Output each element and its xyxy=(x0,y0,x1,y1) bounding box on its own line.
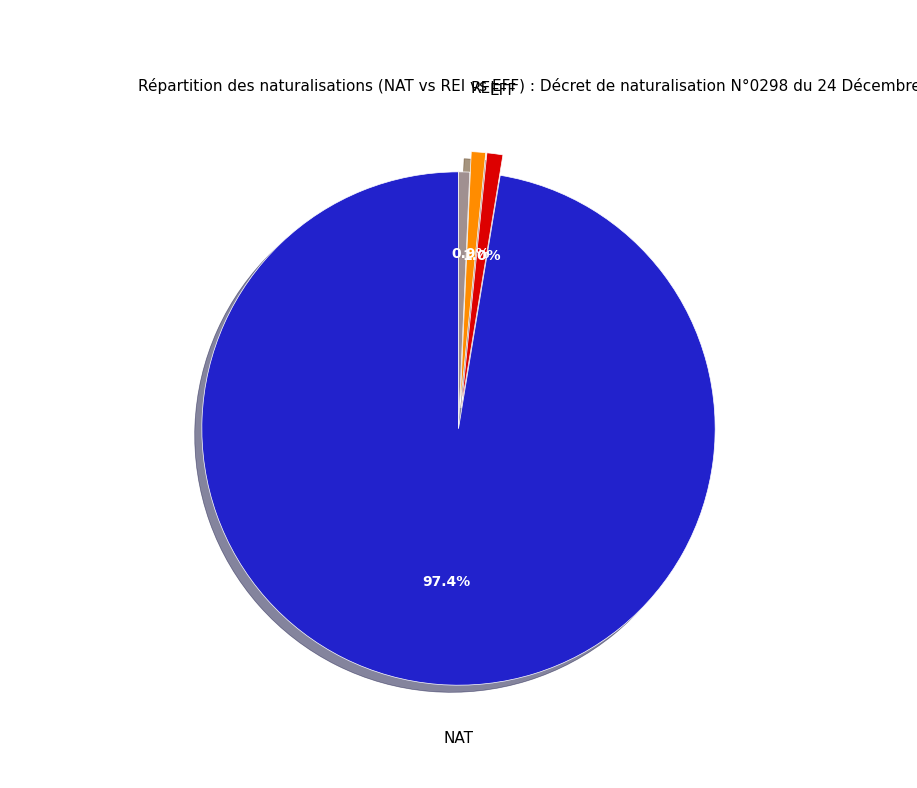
Text: Répartition des naturalisations (NAT vs REI vs EFF) : Décret de naturalisation N: Répartition des naturalisations (NAT vs … xyxy=(138,78,917,94)
Text: EFF: EFF xyxy=(490,83,517,98)
Wedge shape xyxy=(461,153,503,408)
Wedge shape xyxy=(458,172,470,429)
Text: 97.4%: 97.4% xyxy=(422,575,470,589)
Text: REI: REI xyxy=(470,80,495,95)
Text: NAT: NAT xyxy=(444,731,473,746)
Wedge shape xyxy=(202,172,715,686)
Text: 1.0%: 1.0% xyxy=(462,248,501,262)
Text: 0.9%: 0.9% xyxy=(452,247,491,262)
Wedge shape xyxy=(460,151,486,408)
